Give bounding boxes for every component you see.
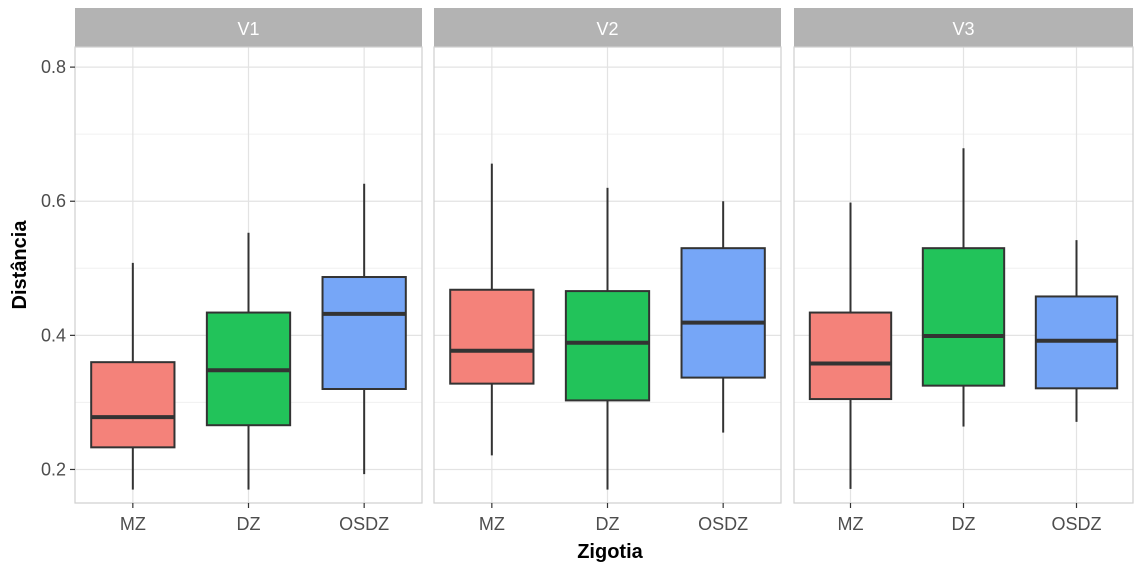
box-dz (564, 290, 651, 402)
box-mz (808, 311, 893, 401)
y-tick-label: 0.4 (41, 325, 66, 345)
x-tick-label: OSDZ (698, 514, 748, 534)
x-tick-label: MZ (838, 514, 864, 534)
box-osdz (321, 276, 407, 391)
y-axis-title: Distância (9, 220, 31, 310)
facet-strip-v3 (794, 8, 1133, 47)
y-tick-label: 0.2 (41, 459, 66, 479)
box-dz (921, 247, 1006, 387)
panel-v2 (433, 46, 782, 504)
facet-strip-label: V1 (237, 19, 259, 39)
x-tick-label: DZ (237, 514, 261, 534)
y-tick-label: 0.8 (41, 57, 66, 77)
x-axis: MZ DZ OSDZ MZ DZ OSDZ MZ DZ OSDZ (120, 503, 1102, 534)
facet-panels (74, 46, 1134, 504)
facet-strips: V1 V2 V3 (75, 8, 1133, 47)
x-tick-label: OSDZ (1051, 514, 1101, 534)
y-axis: 0.2 0.4 0.6 0.8 (41, 57, 75, 479)
panel-v3 (793, 46, 1134, 504)
panel-v1 (74, 46, 423, 504)
facet-strip-v2 (434, 8, 781, 47)
x-tick-label: MZ (120, 514, 146, 534)
box-mz (90, 361, 176, 449)
x-tick-label: DZ (952, 514, 976, 534)
y-tick-label: 0.6 (41, 191, 66, 211)
facet-strip-label: V3 (952, 19, 974, 39)
x-axis-title: Zigotia (577, 541, 643, 563)
facet-strip-v1 (75, 8, 422, 47)
facet-strip-label: V2 (596, 19, 618, 39)
x-tick-label: MZ (479, 514, 505, 534)
box-osdz (680, 247, 766, 379)
x-tick-label: OSDZ (339, 514, 389, 534)
x-tick-label: DZ (596, 514, 620, 534)
box-mz (449, 288, 535, 385)
